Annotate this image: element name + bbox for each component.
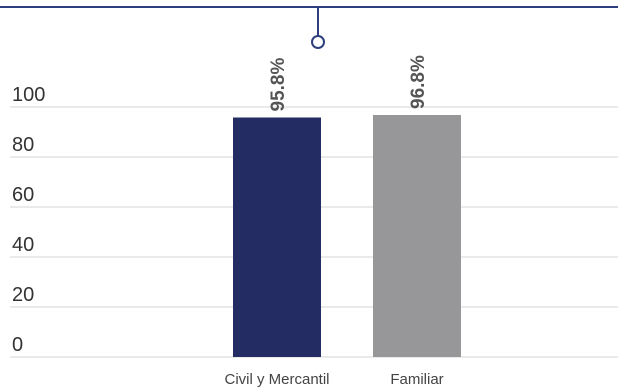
x-category-label-1: Familiar xyxy=(390,371,443,388)
data-label-1: 96.8% xyxy=(408,55,429,109)
bar-1 xyxy=(373,115,461,357)
x-axis-category-labels: Civil y Mercantil Familiar xyxy=(224,371,443,388)
y-tick-label-80: 80 xyxy=(12,134,34,156)
circle-pin-icon xyxy=(311,7,325,49)
y-tick-label-0: 0 xyxy=(12,334,23,356)
y-tick-label-20: 20 xyxy=(12,284,34,306)
data-label-0: 95.8% xyxy=(268,58,289,112)
y-tick-label-60: 60 xyxy=(12,184,34,206)
y-tick-label-100: 100 xyxy=(12,84,45,106)
x-category-label-0: Civil y Mercantil xyxy=(224,371,329,388)
bars xyxy=(233,115,461,357)
data-labels: 95.8% 96.8% xyxy=(268,55,429,111)
bar-0 xyxy=(233,117,321,357)
y-axis-tick-labels: 0 20 40 60 80 100 xyxy=(12,84,45,356)
y-tick-label-40: 40 xyxy=(12,234,34,256)
